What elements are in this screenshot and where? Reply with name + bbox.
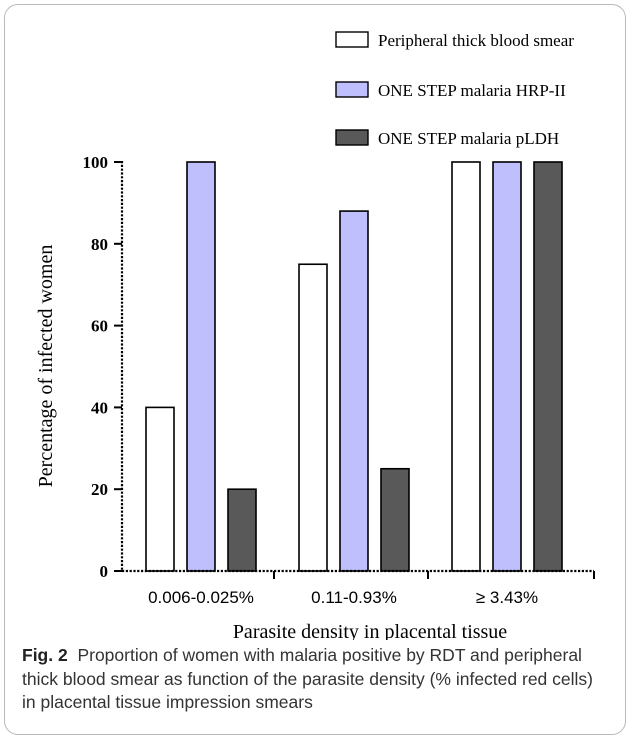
y-axis-title: Percentage of infected women (35, 245, 57, 488)
chart-legend: Peripheral thick blood smear ONE STEP mal… (335, 31, 574, 148)
figure-label: Fig. 2 (22, 645, 68, 665)
y-tick-label: 80 (91, 235, 108, 254)
bar-one-step-malaria-pldh-2 (380, 467, 410, 572)
bars (145, 161, 563, 572)
y-tick-label: 20 (91, 480, 108, 499)
bar-one-step-malaria-pldh-1 (227, 488, 257, 572)
figure-caption: Fig. 2 Proportion of women with malaria … (22, 644, 607, 715)
legend-label-one-step-malaria-hrp-ii: ONE STEP malaria HRP-II (378, 81, 566, 100)
bar-peripheral-thick-blood-smear-1 (145, 406, 175, 572)
x-tick-label: 0.11-0.93% (311, 588, 397, 607)
bar-chart: Peripheral thick blood smear ONE STEP mal… (35, 31, 595, 640)
y-tick-label: 60 (91, 317, 108, 336)
legend-swatch-one-step-malaria-hrp-ii (335, 81, 369, 98)
y-tick-label: 40 (91, 398, 108, 417)
y-tick-label: 0 (100, 562, 109, 581)
bar-peripheral-thick-blood-smear-3 (451, 161, 481, 572)
x-axis-title: Parasite density in placental tissue (233, 621, 507, 640)
legend-swatch-peripheral-thick-blood-smear (335, 31, 369, 48)
bar-one-step-malaria-hrp-ii-2 (339, 210, 369, 572)
x-tick-label: ≥ 3.43% (476, 588, 538, 607)
legend-swatch-one-step-malaria-pldh (335, 129, 369, 146)
y-axis: 0 20 40 60 80 100 (83, 153, 124, 581)
legend-label-one-step-malaria-pldh: ONE STEP malaria pLDH (378, 129, 559, 148)
bar-one-step-malaria-pldh-3 (533, 161, 563, 572)
bar-peripheral-thick-blood-smear-2 (298, 263, 328, 572)
caption-text: Proportion of women with malaria positiv… (22, 645, 593, 712)
legend-label-peripheral-thick-blood-smear: Peripheral thick blood smear (378, 31, 574, 50)
x-axis: 0.006-0.025% 0.11-0.93% ≥ 3.43% (122, 569, 595, 607)
y-tick-label: 100 (83, 153, 109, 172)
x-tick-label: 0.006-0.025% (148, 588, 254, 607)
bar-one-step-malaria-hrp-ii-1 (186, 161, 216, 572)
bar-one-step-malaria-hrp-ii-3 (492, 161, 522, 572)
